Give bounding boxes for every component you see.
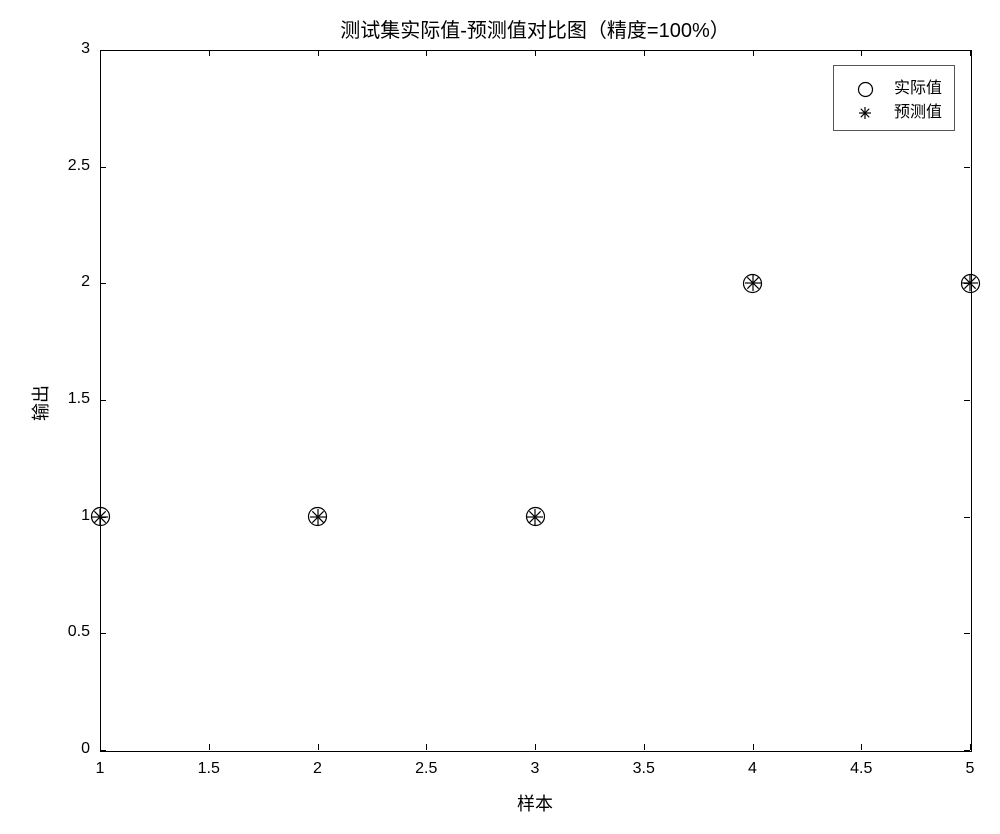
x-tick-label: 4.5	[841, 760, 881, 778]
legend-label: 预测值	[886, 98, 942, 122]
y-tick-label: 3	[50, 40, 90, 58]
y-tick-label: 2	[50, 273, 90, 291]
x-tick-mark	[753, 50, 754, 56]
legend-box: 实际值预测值	[833, 65, 955, 131]
y-tick-label: 0	[50, 740, 90, 758]
x-tick-mark	[209, 744, 210, 750]
legend-row: 预测值	[846, 98, 942, 122]
chart-xlabel: 样本	[100, 790, 970, 816]
x-tick-mark	[426, 50, 427, 56]
chart-title: 测试集实际值-预测值对比图（精度=100%）	[100, 14, 970, 43]
y-tick-mark	[100, 517, 106, 518]
y-tick-label: 2.5	[50, 157, 90, 175]
y-tick-mark	[964, 283, 970, 284]
y-tick-mark	[100, 50, 106, 51]
chart-container: 测试集实际值-预测值对比图（精度=100%） 样本 输出 11.522.533.…	[0, 0, 1000, 834]
x-tick-label: 1.5	[189, 760, 229, 778]
x-tick-label: 5	[950, 760, 990, 778]
y-tick-mark	[964, 517, 970, 518]
asterisk-icon	[846, 101, 886, 119]
x-tick-mark	[970, 744, 971, 750]
y-tick-mark	[100, 400, 106, 401]
x-tick-mark	[753, 744, 754, 750]
y-tick-label: 1.5	[50, 390, 90, 408]
x-tick-label: 3.5	[624, 760, 664, 778]
y-tick-label: 0.5	[50, 623, 90, 641]
x-tick-mark	[209, 50, 210, 56]
y-tick-mark	[100, 283, 106, 284]
y-tick-label: 1	[50, 507, 90, 525]
x-tick-mark	[426, 744, 427, 750]
x-tick-label: 1	[80, 760, 120, 778]
x-tick-mark	[861, 744, 862, 750]
x-tick-mark	[318, 744, 319, 750]
x-tick-label: 2	[298, 760, 338, 778]
x-tick-label: 2.5	[406, 760, 446, 778]
y-tick-mark	[964, 50, 970, 51]
plot-area	[100, 50, 972, 752]
legend-label: 实际值	[886, 74, 942, 98]
x-tick-mark	[861, 50, 862, 56]
x-tick-label: 4	[733, 760, 773, 778]
y-tick-mark	[100, 167, 106, 168]
y-tick-mark	[100, 750, 106, 751]
x-tick-mark	[318, 50, 319, 56]
legend-row: 实际值	[846, 74, 942, 98]
y-tick-mark	[964, 400, 970, 401]
y-tick-mark	[100, 633, 106, 634]
x-tick-mark	[644, 50, 645, 56]
x-tick-mark	[535, 744, 536, 750]
x-tick-label: 3	[515, 760, 555, 778]
x-tick-mark	[644, 744, 645, 750]
x-tick-mark	[535, 50, 536, 56]
circle-icon	[846, 77, 886, 95]
y-tick-mark	[964, 633, 970, 634]
y-tick-mark	[964, 750, 970, 751]
y-tick-mark	[964, 167, 970, 168]
x-tick-mark	[970, 50, 971, 56]
